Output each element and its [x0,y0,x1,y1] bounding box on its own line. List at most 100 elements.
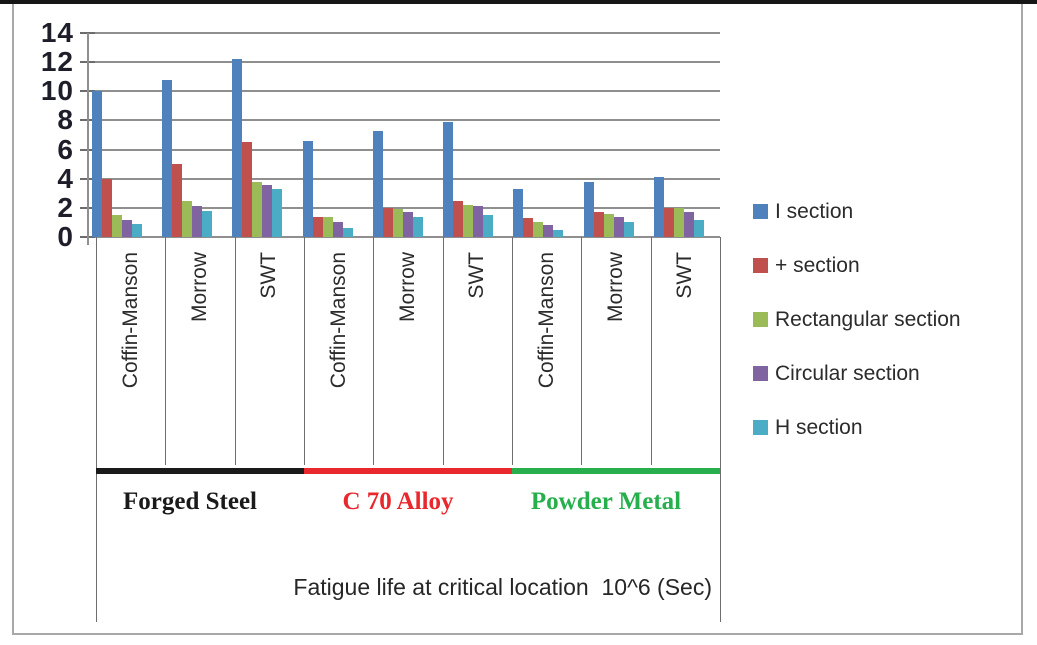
material-group-label: Powder Metal [530,488,682,515]
gridline [88,90,720,93]
-section-bar [172,164,183,237]
-section-bar [312,216,323,237]
circular-section-bar [192,206,203,237]
category-label: Coffin-Manson [534,252,558,389]
h-section-bar [202,210,213,237]
-section-bar [523,218,534,237]
-section-bar [453,200,464,237]
h-section-bar [623,222,634,237]
i-section-bar [232,59,243,237]
legend-swatch-icon [753,204,768,219]
category-separator [373,237,375,465]
circular-section-bar [122,219,132,237]
y-axis-tick-label: 0 [57,221,74,252]
label-box-right-line [720,465,721,622]
category-separator [96,237,97,465]
material-group-bar-segment [304,468,512,474]
legend-label: I section [775,200,854,223]
category-separator [581,237,583,465]
i-section-bar [583,181,594,237]
gridline [88,32,720,34]
y-axis-tick-label: 6 [57,133,74,165]
category-separator [512,237,513,465]
legend-label: Rectangular section [775,308,961,331]
rectangular-section-bar [322,216,333,237]
category-label: Morrow [396,252,419,323]
-section-bar [382,207,393,237]
y-axis-tick-label: 12 [40,46,74,78]
-section-bar [593,212,604,237]
gridline [88,177,720,180]
i-section-bar [302,140,313,237]
category-separator [650,237,652,465]
category-label: Morrow [188,252,211,323]
circular-section-bar [262,184,273,237]
legend-swatch-icon [753,366,768,381]
material-group-bar-segment [512,468,720,474]
x-axis-title: Fatigue life at critical location 10^6 (… [293,574,712,600]
i-section-bar [92,91,102,237]
legend-swatch-icon [753,312,768,327]
circular-section-bar [473,206,484,237]
gridline [88,148,720,151]
category-label: Coffin-Manson [118,252,142,389]
category-separator [304,237,305,465]
category-separator [720,237,721,465]
circular-section-bar [683,212,694,237]
i-section-bar [653,177,664,237]
material-group-label: C 70 Alloy [342,488,454,515]
category-separator [442,237,444,465]
gridline [88,236,720,238]
category-separator [165,237,167,465]
category-label: SWT [257,252,281,299]
category-separator [234,237,236,465]
-section-bar [663,207,674,237]
legend-label: + section [775,254,860,277]
rectangular-section-bar [252,181,263,237]
category-label: SWT [465,252,489,299]
i-section-bar [162,79,173,237]
-section-bar [242,142,253,237]
i-section-bar [443,121,454,237]
y-axis-tick-label: 4 [57,162,74,194]
legend-swatch-icon [753,258,768,273]
rectangular-section-bar [392,209,403,237]
gridline [88,61,720,64]
-section-bar [102,178,112,237]
circular-section-bar [332,222,343,237]
chart-frame [12,4,1023,635]
gridline [88,119,720,122]
y-axis-tick-label: 10 [40,75,74,107]
h-section-bar [483,215,494,237]
circular-section-bar [613,216,624,237]
rectangular-section-bar [673,207,684,237]
circular-section-bar [402,212,413,237]
rectangular-section-bar [112,215,122,237]
y-axis-tick-label: 2 [57,191,74,223]
rectangular-section-bar [182,200,193,237]
h-section-bar [412,216,423,237]
material-group-label: Forged Steel [123,488,257,515]
y-axis-line [87,33,89,245]
label-box-left-line [96,465,97,622]
h-section-bar [553,229,564,237]
category-label: Morrow [604,252,627,323]
legend-label: H section [775,416,863,439]
y-axis-tick-label: 14 [40,17,74,48]
rectangular-section-bar [603,213,614,237]
i-section-bar [513,188,524,237]
page-top-rule [0,0,1037,4]
rectangular-section-bar [533,222,544,237]
category-label: Coffin-Manson [326,252,350,389]
legend-label: Circular section [775,362,920,385]
h-section-bar [132,223,142,237]
material-group-bar-segment [96,468,304,474]
y-axis-tick-label: 8 [57,104,74,136]
rectangular-section-bar [463,204,474,237]
h-section-bar [693,219,704,237]
category-label: SWT [673,252,697,299]
h-section-bar [272,188,283,237]
circular-section-bar [543,225,554,237]
legend-swatch-icon [753,420,768,435]
